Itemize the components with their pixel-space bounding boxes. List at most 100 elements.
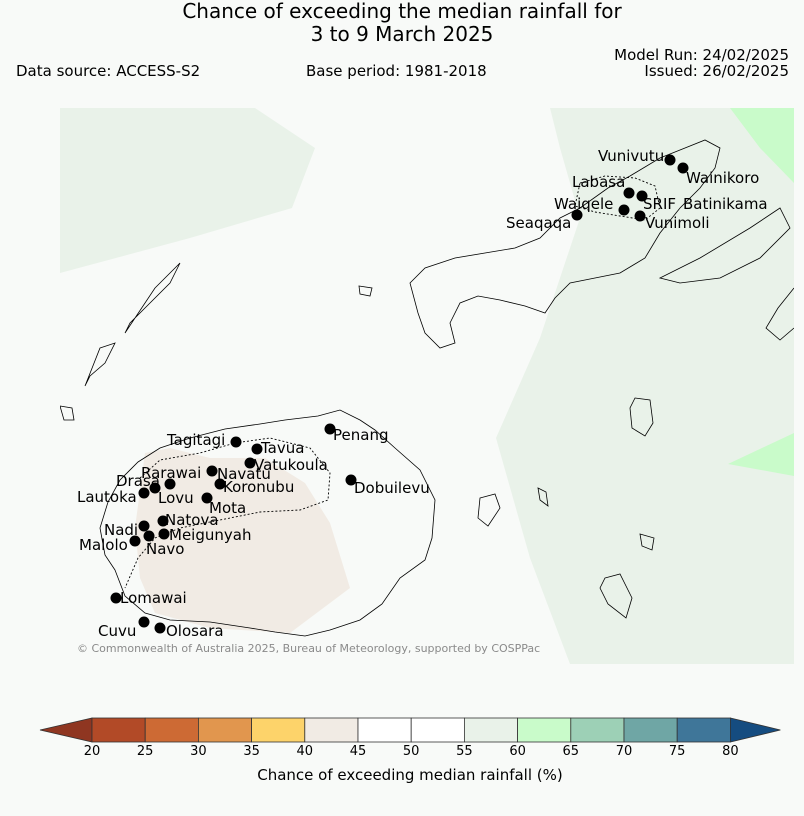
colorbar-segment — [144, 717, 199, 743]
shade-40-45-west — [135, 448, 350, 633]
place-marker — [138, 616, 150, 628]
copyright-notice: © Commonwealth of Australia 2025, Bureau… — [77, 642, 541, 655]
small-island-5 — [358, 285, 373, 297]
small-island-4 — [639, 533, 655, 551]
place-label: Mota — [209, 499, 247, 517]
colorbar-segment — [197, 717, 252, 743]
colorbar-tick-label: 30 — [190, 744, 207, 759]
place-marker — [143, 530, 155, 542]
colorbar-low-extend — [39, 717, 93, 743]
small-island-6 — [60, 405, 75, 421]
colorbar-tick-label: 75 — [668, 744, 686, 759]
place-label: Navatu — [217, 465, 271, 483]
place-label: Drasa — [116, 472, 160, 490]
place-label: Waiqele — [554, 195, 614, 213]
title-line-2: 3 to 9 March 2025 — [310, 22, 494, 46]
place-marker — [110, 592, 122, 604]
title-line-1: Chance of exceeding the median rainfall … — [182, 0, 622, 23]
place-label: Lomawai — [120, 589, 187, 607]
place-marker — [201, 492, 213, 504]
place-label: Tagitagi — [167, 431, 226, 449]
place-label: Natova — [165, 511, 219, 529]
colorbar-tick-label: 65 — [562, 744, 580, 759]
colorbar-tick-label: 55 — [456, 744, 473, 759]
issued-date: Issued: 26/02/2025 — [644, 62, 789, 80]
vanua-levu-district-boundary — [574, 175, 661, 221]
colorbar — [39, 717, 781, 743]
place-marker — [324, 423, 336, 435]
place-label: Penang — [333, 426, 389, 444]
colorbar-segment — [357, 717, 412, 743]
place-marker — [157, 515, 169, 527]
place-marker — [214, 478, 226, 490]
place-marker — [149, 482, 161, 494]
colorbar-segment — [623, 717, 678, 743]
colorbar-segment — [570, 717, 625, 743]
colorbar-high-extend — [730, 717, 781, 743]
place-marker — [664, 154, 676, 166]
small-island-1 — [629, 397, 654, 437]
place-label: Koronubu — [223, 478, 295, 496]
colorbar-tick-label: 45 — [349, 744, 367, 759]
map-title: Chance of exceeding the median rainfall … — [0, 0, 804, 46]
place-label: Olosara — [166, 622, 224, 640]
viti-levu-coastline — [99, 409, 436, 637]
place-marker — [618, 204, 630, 216]
colorbar-tick-label: 70 — [615, 744, 633, 759]
place-marker — [206, 465, 218, 477]
place-marker — [129, 535, 141, 547]
shade-60-65-northeast — [730, 108, 794, 183]
place-marker — [634, 210, 646, 222]
place-label: Navo — [146, 540, 185, 558]
shade-60-65-east — [728, 433, 794, 476]
colorbar-label: Chance of exceeding median rainfall (%) — [257, 766, 563, 784]
place-label: Wainikoro — [686, 169, 760, 187]
colorbar-segment — [251, 717, 306, 743]
yasawa-islands — [84, 342, 116, 387]
small-island-2 — [477, 493, 501, 527]
colorbar-tick-label: 25 — [136, 744, 154, 759]
place-label: Cuvu — [98, 622, 137, 640]
place-label: Meigunyah — [169, 526, 252, 544]
place-label: Vatukoula — [254, 456, 328, 474]
colorbar-segment — [91, 717, 146, 743]
place-marker — [158, 528, 170, 540]
place-marker — [251, 443, 263, 455]
place-label: Batinikama — [683, 195, 768, 213]
place-label: Malolo — [79, 536, 128, 554]
yasawa-islands-north — [124, 262, 181, 334]
colorbar-tick-label: 20 — [83, 744, 101, 759]
place-label: Lovu — [158, 489, 194, 507]
small-island-3 — [599, 573, 633, 619]
colorbar-segment — [676, 717, 731, 743]
colorbar-tick-label: 35 — [243, 744, 260, 759]
colorbar-tick-label: 40 — [296, 744, 314, 759]
colorbar-tick-label: 50 — [402, 744, 420, 759]
place-marker — [345, 474, 357, 486]
place-label: Nadi — [104, 521, 139, 539]
base-period: Base period: 1981-2018 — [306, 62, 487, 80]
place-marker — [571, 209, 583, 221]
place-label: Tavua — [261, 439, 305, 457]
place-marker — [623, 187, 635, 199]
place-label: Vunimoli — [645, 214, 710, 232]
rainfall-map — [60, 108, 794, 664]
model-run: Model Run: 24/02/2025 — [614, 46, 789, 64]
shade-55-60-east — [496, 108, 794, 664]
small-island-7 — [537, 487, 549, 507]
place-marker — [138, 487, 150, 499]
colorbar-tick-label: 80 — [722, 744, 739, 759]
place-marker — [164, 478, 176, 490]
colorbar-tick-label: 60 — [509, 744, 526, 759]
place-label: Labasa — [572, 173, 626, 191]
shade-55-60-northwest — [60, 108, 315, 273]
vanua-levu-coastline — [409, 139, 721, 349]
colorbar-segment — [304, 717, 359, 743]
east-island-coastline — [765, 287, 794, 341]
place-label: Seaqaqa — [506, 214, 572, 232]
place-marker — [138, 520, 150, 532]
place-marker — [230, 436, 242, 448]
data-source: Data source: ACCESS-S2 — [16, 62, 201, 80]
taveuni-coastline — [658, 207, 791, 284]
place-label: Lautoka — [77, 488, 137, 506]
